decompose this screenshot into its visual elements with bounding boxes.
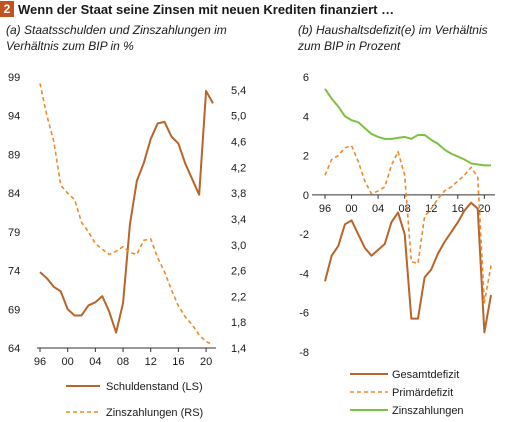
panel-a-subtitle-line-1: (a) Staatsschulden und Zinszahlungen im	[6, 23, 227, 37]
panel-b-x-tick-label: 20	[478, 203, 490, 215]
figure-number-badge: 2	[0, 1, 14, 17]
panel-b-x-tick-label: 16	[452, 203, 464, 215]
panel-a-x-tick-label: 20	[200, 356, 212, 368]
panel-b-subtitle-line-1: (b) Haushaltsdefizit(e) im Verhältnis	[298, 23, 488, 37]
panel-a-y-right-tick-label: 3,8	[231, 188, 246, 200]
panel-a-y-right-tick-label: 2,6	[231, 266, 246, 278]
figure-title-bar: 2 Wenn der Staat seine Zinsen mit neuen …	[0, 0, 394, 18]
panel-a-y-right-tick-label: 2,2	[231, 291, 246, 303]
panel-a-subtitle: (a) Staatsschulden und Zinszahlungen im …	[6, 22, 227, 54]
panel-a-x-tick-label: 00	[62, 356, 74, 368]
panel-a-x-tick-label: 96	[34, 356, 46, 368]
panel-a-y-left-tick-label: 79	[8, 227, 20, 239]
panel-a-legend-label-schuldenstand: Schuldenstand (LS)	[106, 381, 203, 393]
panel-a-y-right-tick-label: 5,0	[231, 111, 246, 123]
panel-b-x-tick-label: 08	[399, 203, 411, 215]
panel-a-legend-label-zinszahlungen: Zinszahlungen (RS)	[106, 407, 203, 419]
panel-b-subtitle-line-2: zum BIP in Prozent	[298, 39, 401, 53]
panel-a-x-tick-label: 04	[89, 356, 101, 368]
panel-b-x-tick-label: 96	[319, 203, 331, 215]
panel-b-y-tick-label: 0	[303, 190, 309, 202]
panel-a-y-right-tick-label: 4,2	[231, 162, 246, 174]
panel-b-y-tick-label: 6	[303, 72, 309, 84]
panel-a-x-tick-label: 16	[172, 356, 184, 368]
panel-b-y-tick-label: 4	[303, 111, 309, 123]
panel-a-y-right-tick-label: 1,8	[231, 317, 246, 329]
panel-b-y-tick-label: -4	[299, 268, 309, 280]
panel-a-y-left-tick-label: 84	[8, 188, 20, 200]
panel-a-series-line-zinszahlungen	[39, 83, 214, 346]
figure-title: Wenn der Staat seine Zinsen mit neuen Kr…	[18, 1, 395, 17]
panel-b-subtitle: (b) Haushaltsdefizit(e) im Verhältnis zu…	[298, 22, 488, 54]
panel-a-x-tick-label: 12	[145, 356, 157, 368]
panel-a-y-right-tick-label: 3,0	[231, 240, 246, 252]
panel-a-y-right-tick-label: 1,4	[231, 343, 246, 355]
panel-b-y-tick-label: 2	[303, 151, 309, 163]
panel-b-legend-label-gesamtdefizit: Gesamtdefizit	[392, 369, 459, 381]
panel-a-y-left-tick-label: 94	[8, 111, 20, 123]
panel-b-x-tick-label: 00	[345, 203, 357, 215]
panel-a-y-left-tick-label: 89	[8, 149, 20, 161]
panel-b-y-tick-label: -2	[299, 229, 309, 241]
panel-a-y-left-tick-label: 69	[8, 304, 20, 316]
panel-a-subtitle-line-2: Verhältnis zum BIP in %	[6, 39, 134, 53]
panel-b-legend-label-primaerdefizit: Primärdefizit	[392, 387, 453, 399]
panel-b-series-line-gesamtdefizit	[324, 201, 492, 334]
panel-a-x-tick-label: 08	[117, 356, 129, 368]
panel-b-legend-label-zinszahlungen: Zinszahlungen	[392, 405, 464, 417]
panel-b-x-tick-label: 04	[372, 203, 384, 215]
panel-a-y-right-tick-label: 5,4	[231, 85, 246, 97]
panel-a-y-right-tick-label: 4,6	[231, 137, 246, 149]
panel-a-y-left-tick-label: 64	[8, 343, 20, 355]
panel-a-series-line-schuldenstand	[39, 89, 214, 334]
panel-b-y-tick-label: -6	[299, 308, 309, 320]
panel-b-y-tick-label: -8	[299, 347, 309, 359]
panel-a-y-left-tick-label: 99	[8, 72, 20, 84]
panel-b-series-line-zinszahlungen	[324, 88, 491, 167]
panel-a-y-right-tick-label: 3,4	[231, 214, 246, 226]
panel-b-series-line-primaerdefizit	[324, 144, 492, 304]
panel-a-y-left-tick-label: 74	[8, 266, 20, 278]
